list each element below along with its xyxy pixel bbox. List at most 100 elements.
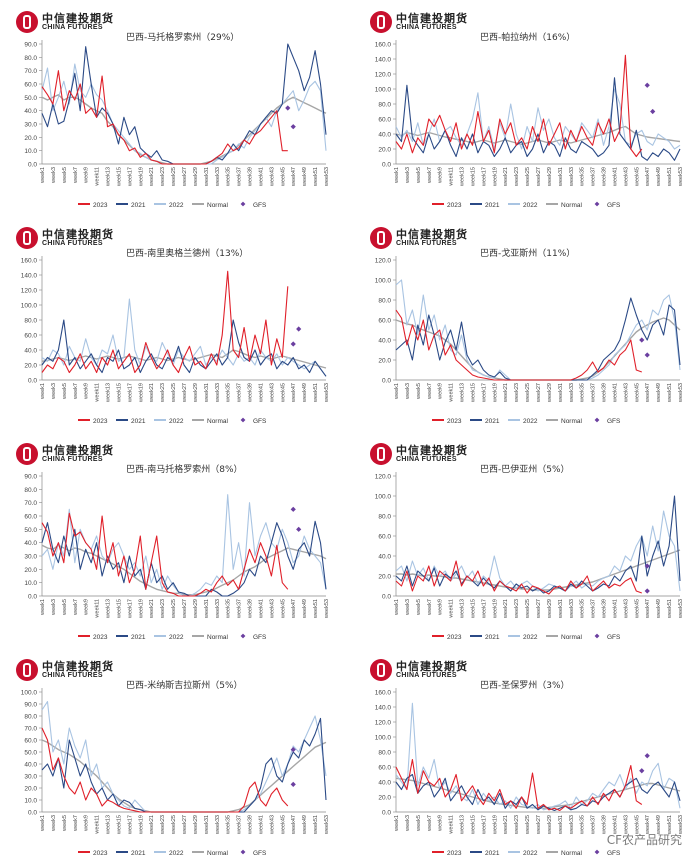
- y-tick-label: 50.0: [24, 95, 37, 102]
- x-tick-label: week11: [449, 599, 455, 619]
- x-tick-label: week47: [291, 599, 297, 619]
- legend-label: Normal: [207, 634, 229, 641]
- series-line-2021: [41, 520, 327, 597]
- x-tick-label: week17: [127, 599, 133, 619]
- legend-label: GFS: [253, 850, 267, 857]
- legend-label: 2023: [447, 850, 462, 857]
- x-tick-label: week1: [394, 383, 400, 400]
- x-tick-label: week43: [269, 383, 275, 403]
- y-tick-label: 40.0: [24, 108, 37, 115]
- x-tick-label: week23: [514, 599, 520, 619]
- logo-text-cn: 中信建投期货: [42, 12, 114, 25]
- y-tick-label: 10.0: [24, 798, 37, 805]
- x-tick-label: week37: [237, 815, 243, 835]
- logo-seal-icon: [16, 11, 38, 33]
- x-tick-label: week15: [470, 167, 476, 187]
- line-chart: 0.0 20.0 40.0 60.0 80.0 100.0 120.0 140.0 160.0 w…: [375, 688, 684, 857]
- x-tick-label: week51: [313, 599, 319, 619]
- x-tick-label: week45: [634, 599, 640, 619]
- x-tick-label: week31: [558, 599, 564, 619]
- series-line-2022: [41, 494, 327, 597]
- x-tick-label: week27: [536, 599, 542, 619]
- x-tick-label: week39: [248, 167, 254, 187]
- gfs-point: [296, 326, 302, 332]
- legend-label: GFS: [607, 202, 621, 209]
- x-tick-label: week5: [62, 383, 68, 400]
- legend-marker-gfs: [594, 417, 600, 423]
- y-tick-label: 90.0: [24, 474, 37, 481]
- x-tick-label: week19: [138, 383, 144, 403]
- x-tick-label: week43: [623, 167, 629, 187]
- gfs-point: [639, 337, 645, 343]
- chart-title: 巴西-巴伊亚州（5%）: [480, 465, 570, 475]
- legend-label: GFS: [607, 418, 621, 425]
- y-tick-label: 0.0: [382, 378, 391, 385]
- gfs-point: [639, 768, 645, 774]
- series-line-2023: [395, 560, 642, 595]
- x-tick-label: week5: [62, 599, 68, 616]
- y-tick-label: 30.0: [24, 774, 37, 781]
- x-tick-label: week5: [62, 167, 68, 184]
- y-tick-label: 20.0: [24, 567, 37, 574]
- watermark: CF农产品研究: [606, 833, 682, 847]
- legend-marker-gfs: [594, 201, 600, 207]
- x-tick-label: week47: [291, 167, 297, 187]
- x-tick-label: week53: [678, 815, 684, 835]
- legend-label: 2023: [447, 202, 462, 209]
- y-tick-label: 0.0: [382, 594, 391, 601]
- line-chart: 0.0 20.0 40.0 60.0 80.0 100.0 120.0 140.0 160.0 w…: [21, 256, 330, 425]
- chart-title: 巴西-南里奥格兰德州（13%）: [126, 249, 249, 259]
- y-tick-label: 120.0: [375, 258, 392, 265]
- y-tick-label: 80.0: [378, 298, 391, 305]
- logo-text-en: CHINA FUTURES: [42, 24, 103, 31]
- x-tick-label: week35: [226, 599, 232, 619]
- x-tick-label: week47: [645, 599, 651, 619]
- x-tick-label: week25: [525, 167, 531, 187]
- x-tick-label: week35: [580, 815, 586, 835]
- series-line-2022: [41, 63, 327, 165]
- x-tick-label: week11: [449, 167, 455, 187]
- x-tick-label: week33: [215, 599, 221, 619]
- x-tick-label: week49: [656, 815, 662, 835]
- x-tick-label: week23: [514, 167, 520, 187]
- x-tick-label: week3: [51, 599, 57, 616]
- y-tick-label: 90.0: [24, 702, 37, 709]
- legend-label: 2021: [485, 850, 500, 857]
- logo: 中信建投期货 CHINA FUTURES: [370, 658, 490, 684]
- y-tick-label: 40.0: [378, 780, 391, 787]
- y-tick-label: 60.0: [24, 333, 37, 340]
- x-tick-label: week19: [138, 167, 144, 187]
- y-tick-label: 120.0: [375, 72, 392, 79]
- x-tick-label: week9: [438, 599, 444, 616]
- x-tick-label: week11: [95, 383, 101, 403]
- x-tick-label: week45: [634, 815, 640, 835]
- x-tick-label: week53: [324, 167, 330, 187]
- x-tick-label: week1: [40, 167, 46, 184]
- x-tick-label: week39: [248, 815, 254, 835]
- legend-label: 2022: [523, 418, 538, 425]
- x-tick-label: week23: [160, 167, 166, 187]
- logo-seal-icon: [16, 659, 38, 681]
- x-tick-label: week21: [149, 167, 155, 187]
- x-tick-label: week43: [623, 599, 629, 619]
- x-tick-label: week33: [569, 383, 575, 403]
- y-tick-label: 120.0: [375, 474, 392, 481]
- legend-label: Normal: [207, 850, 229, 857]
- logo-text-en: CHINA FUTURES: [396, 672, 457, 679]
- legend-label: 2022: [169, 634, 184, 641]
- chart-panel-mato-grosso: 中信建投期货 CHINA FUTURES 巴西-马托格罗索州（29%） 0.0 1…: [8, 4, 338, 214]
- x-tick-label: week41: [258, 167, 264, 187]
- y-tick-label: 60.0: [378, 318, 391, 325]
- chart-title: 巴西-马托格罗索州（29%）: [126, 33, 240, 43]
- x-tick-label: week3: [405, 815, 411, 832]
- gfs-point: [644, 82, 650, 88]
- logo-text-cn: 中信建投期货: [42, 660, 114, 673]
- legend-label: 2021: [485, 418, 500, 425]
- x-tick-label: week17: [481, 383, 487, 403]
- y-tick-label: 10.0: [24, 148, 37, 155]
- y-tick-label: 80.0: [24, 714, 37, 721]
- x-tick-label: week11: [95, 167, 101, 187]
- chart-title: 巴西-米纳斯吉拉斯州（5%）: [126, 681, 243, 691]
- y-tick-label: 40.0: [378, 338, 391, 345]
- gfs-point: [644, 352, 650, 358]
